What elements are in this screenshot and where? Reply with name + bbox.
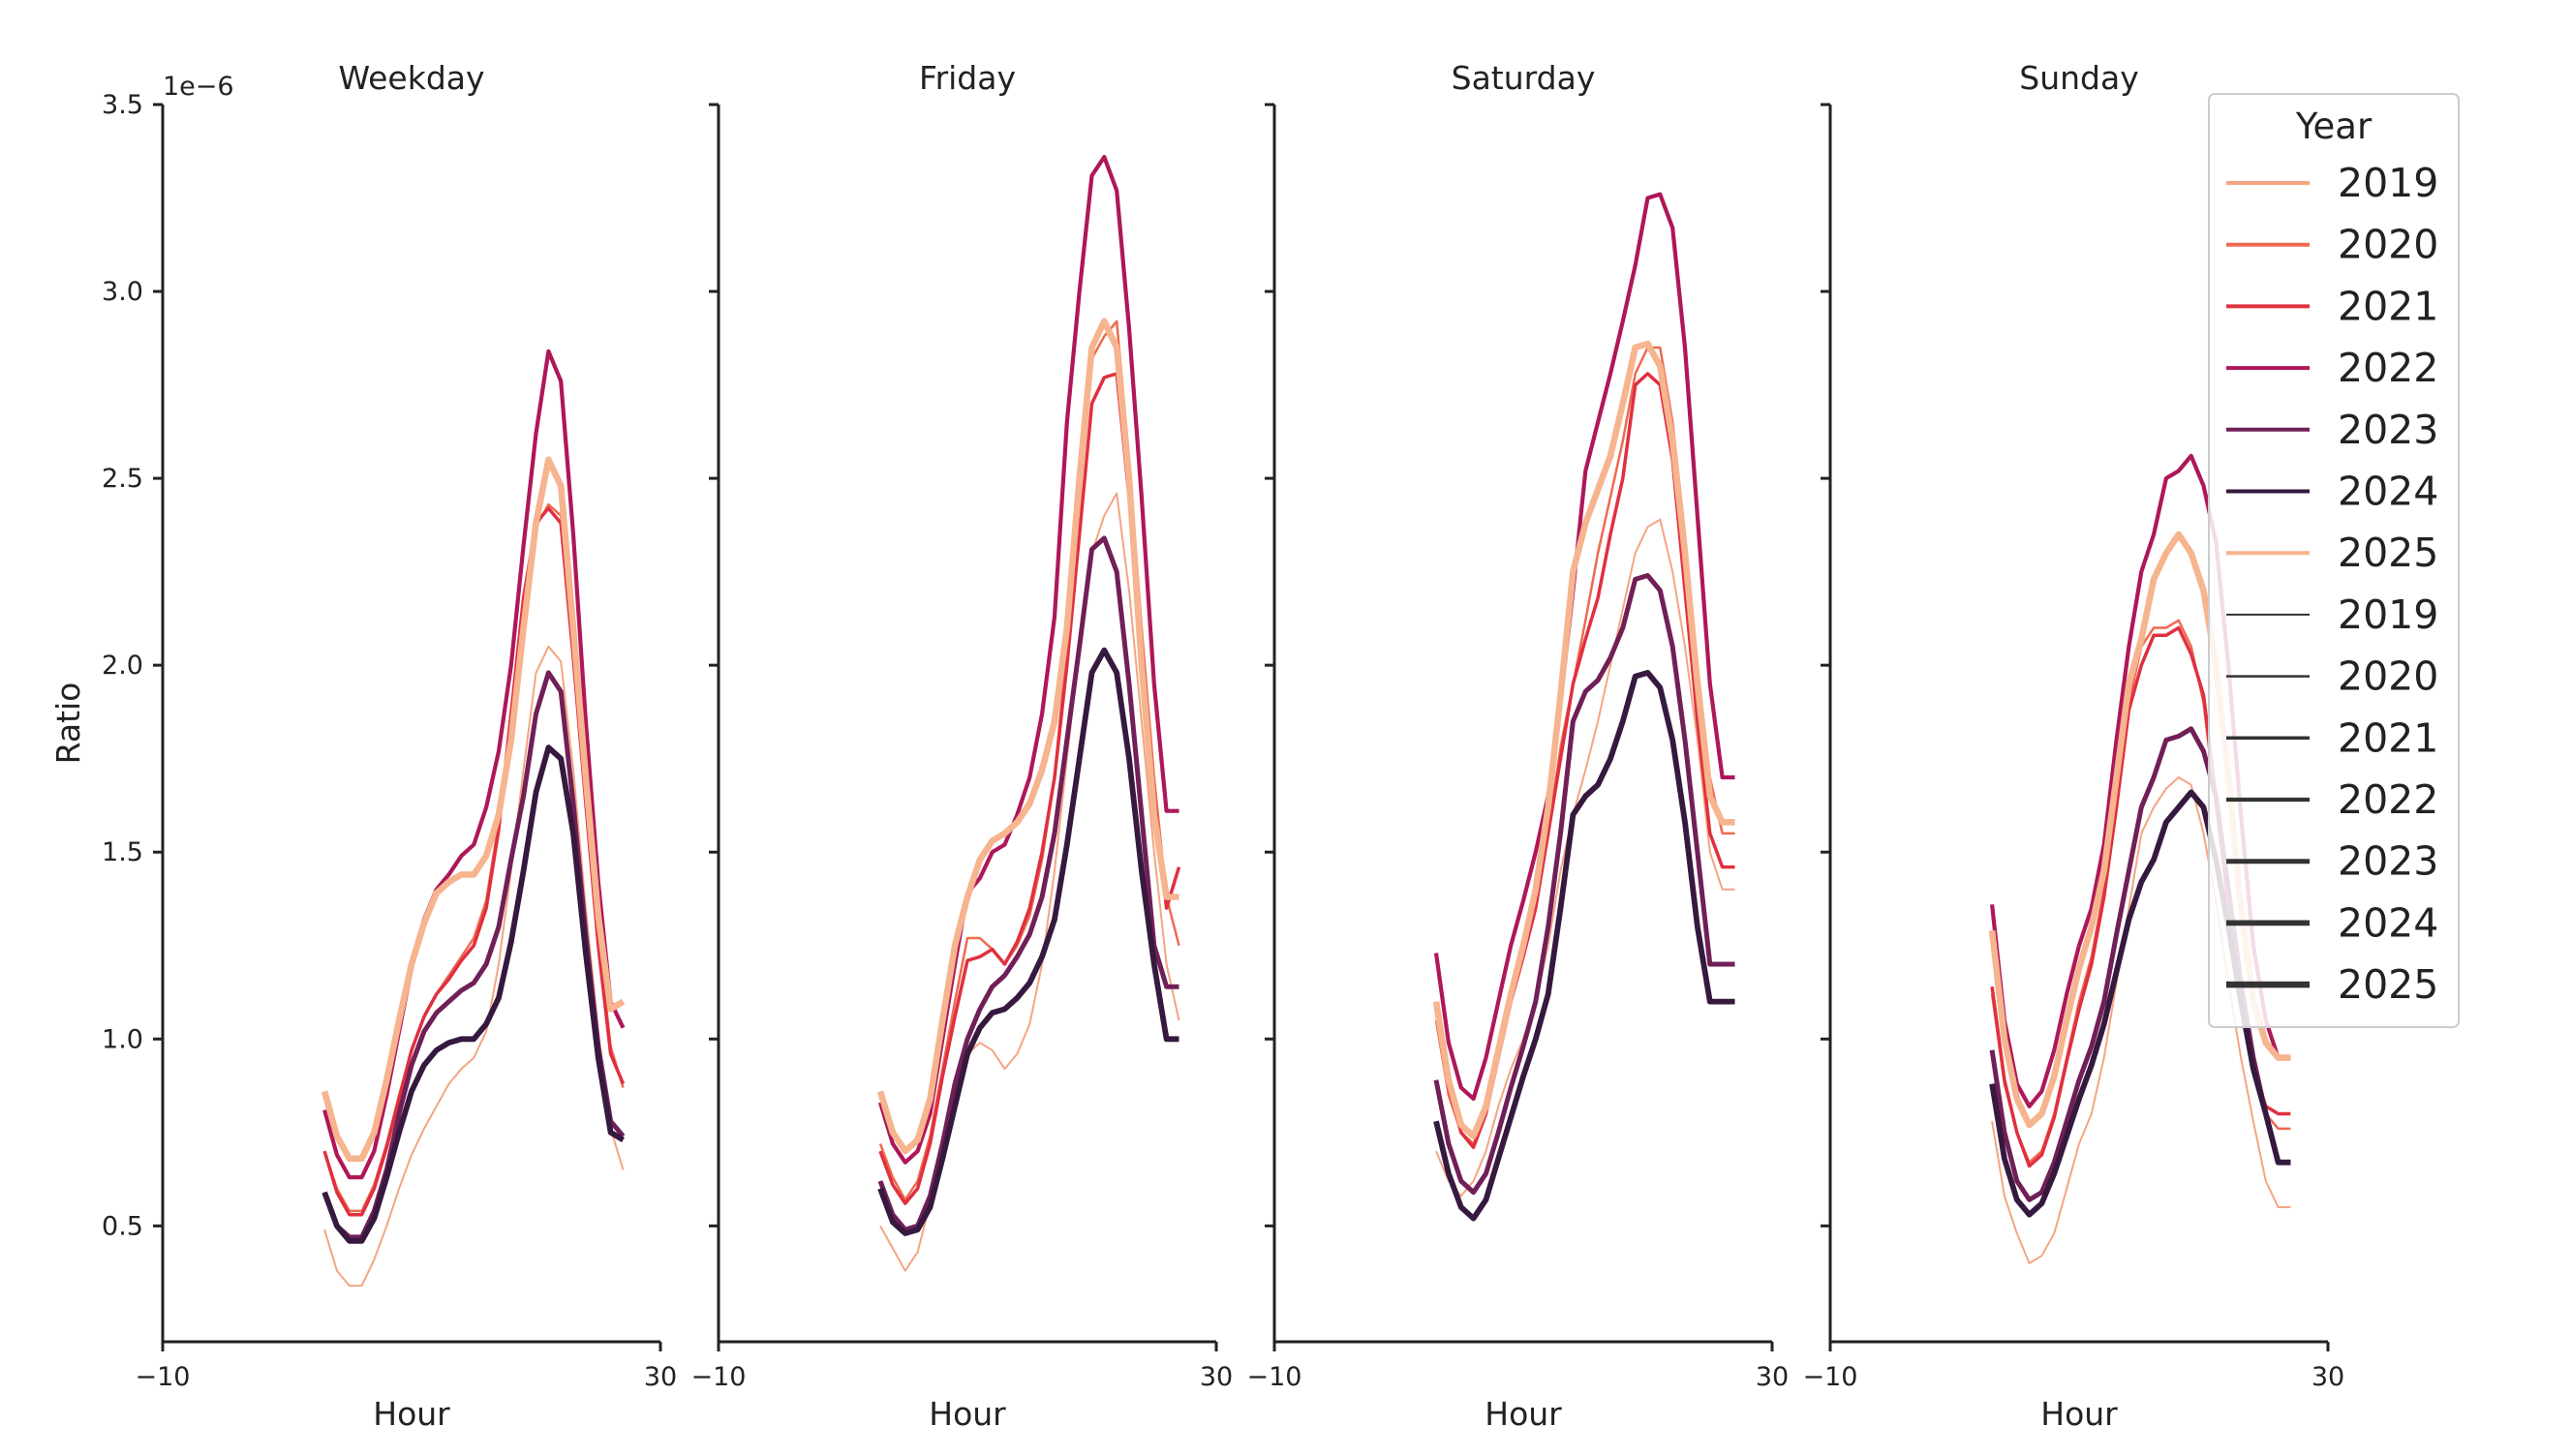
legend-label: 2025: [2338, 961, 2438, 1008]
legend-label: 2019: [2338, 160, 2438, 206]
y-tick-label: 3.0: [102, 277, 143, 307]
y-tick-label: 1.5: [102, 837, 143, 867]
y-tick-label: 2.5: [102, 464, 143, 494]
series-line-2024: [1433, 670, 1735, 1222]
legend-label: 2024: [2338, 469, 2438, 515]
legend-entry-size-2022: 2022: [2226, 776, 2438, 823]
series-line-2019: [1991, 776, 2291, 1264]
legend-label: 2022: [2338, 345, 2438, 391]
y-tick-label: 1.0: [102, 1024, 143, 1054]
legend-entry-size-2019: 2019: [2226, 592, 2438, 638]
legend-entry-hue-2019: 2019: [2226, 160, 2438, 206]
y-tick-label: 0.5: [102, 1211, 143, 1241]
legend-label: 2024: [2338, 899, 2438, 946]
x-tick-label: 30: [2312, 1362, 2344, 1392]
series-line-2023: [1433, 573, 1735, 1196]
legend-label: 2021: [2338, 714, 2438, 761]
x-axis-label: Hour: [373, 1395, 450, 1433]
series-line-2025: [1432, 340, 1735, 1139]
series-line-2025: [321, 456, 626, 1163]
legend-label: 2019: [2338, 592, 2438, 638]
series-line-2025: [876, 318, 1179, 1155]
series-line-2024: [877, 647, 1179, 1236]
legend-entry-hue-2024: 2024: [2226, 469, 2438, 515]
legend-label: 2025: [2338, 530, 2438, 576]
series-line-2022: [322, 349, 626, 1180]
legend-entry-hue-2022: 2022: [2226, 345, 2438, 391]
legend-label: 2021: [2338, 283, 2438, 329]
panel-weekday: Weekday 0.5 1.0 1.5 2.0 2.5 3.0 3.5 −10 30 Hour: [102, 59, 677, 1433]
legend-entry-size-2020: 2020: [2226, 653, 2438, 700]
series-line-2023: [322, 670, 626, 1240]
legend: Year 2019 2020 2021 2022 2023 2024 2025 2019 2020…: [2208, 93, 2460, 1028]
series-line-2024: [322, 744, 625, 1244]
x-tick-label: 30: [644, 1362, 677, 1392]
legend-entry-size-2021: 2021: [2226, 714, 2438, 761]
panel-saturday: Saturday −10 30 Hour: [1247, 59, 1790, 1433]
x-tick-label: 30: [1756, 1362, 1789, 1392]
series-line-2019: [1435, 518, 1735, 1198]
legend-entry-size-2025: 2025: [2226, 961, 2438, 1008]
panel-title: Sunday: [2019, 59, 2138, 97]
panel-title: Weekday: [338, 59, 484, 97]
y-tick-label: 2.0: [102, 651, 143, 681]
legend-label: 2020: [2338, 653, 2438, 700]
series-line-2022: [877, 155, 1179, 1165]
legend-entry-hue-2025: 2025: [2226, 530, 2438, 576]
series-line-2022: [1433, 192, 1735, 1102]
y-axis-label: Ratio: [49, 682, 87, 765]
x-tick-label: −10: [691, 1362, 747, 1392]
legend-label: 2023: [2338, 407, 2438, 453]
legend-entry-hue-2020: 2020: [2226, 222, 2438, 268]
panel-title: Friday: [919, 59, 1016, 97]
series-line-2019: [323, 645, 625, 1288]
panel-friday: Friday −10 30 Hour: [691, 59, 1234, 1433]
panel-title: Saturday: [1452, 59, 1596, 97]
x-tick-label: −10: [136, 1362, 191, 1392]
x-tick-label: −10: [1247, 1362, 1302, 1392]
legend-entry-size-2024: 2024: [2226, 899, 2438, 946]
legend-entry-size-2023: 2023: [2226, 838, 2438, 885]
x-axis-label: Hour: [929, 1395, 1006, 1433]
x-tick-label: 30: [1200, 1362, 1233, 1392]
x-axis-label: Hour: [1485, 1395, 1562, 1433]
x-tick-label: −10: [1803, 1362, 1858, 1392]
legend-label: 2022: [2338, 776, 2438, 823]
legend-box: [2208, 93, 2460, 1028]
x-axis-label: Hour: [2040, 1395, 2118, 1433]
legend-title: Year: [2295, 106, 2373, 147]
legend-entry-hue-2021: 2021: [2226, 283, 2438, 329]
y-tick-label: 3.5: [102, 90, 143, 120]
legend-label: 2023: [2338, 838, 2438, 885]
y-offset-label: 1e−6: [163, 72, 234, 102]
legend-entry-hue-2023: 2023: [2226, 407, 2438, 453]
legend-label: 2020: [2338, 222, 2438, 268]
